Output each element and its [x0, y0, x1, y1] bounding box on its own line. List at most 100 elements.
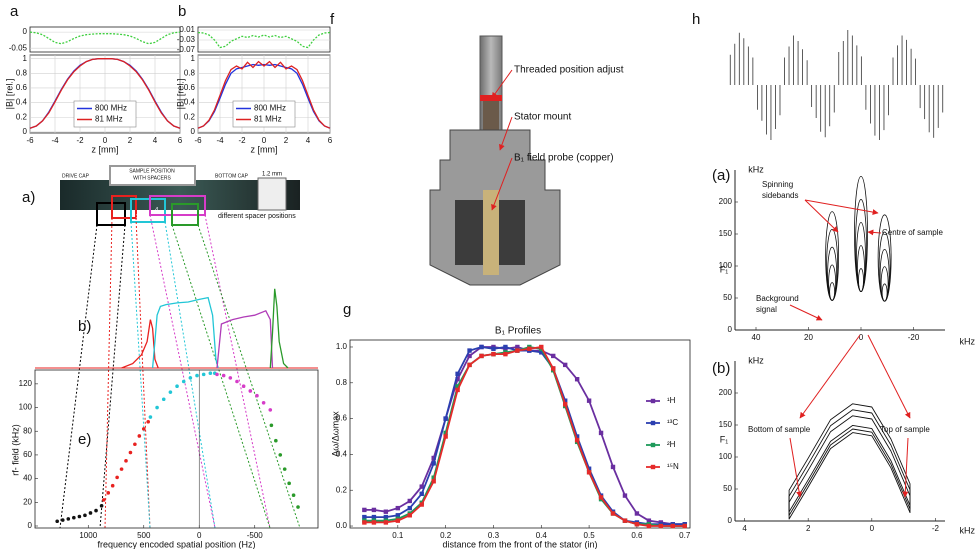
y-tick-label: 0.01 [179, 25, 195, 34]
point [268, 408, 273, 412]
x-unit: kHz [960, 336, 976, 346]
point [419, 491, 424, 497]
y-tick-label: 100 [719, 261, 733, 270]
legend-swatch [650, 420, 656, 426]
y-tick-label: 0.8 [16, 68, 28, 77]
y-tick-label: 0 [28, 521, 33, 530]
y-tick-label: 20 [23, 497, 32, 506]
position-box [109, 165, 196, 186]
point [586, 470, 592, 475]
plot-frame [34, 369, 319, 529]
point [479, 344, 484, 350]
plot-frame [349, 339, 691, 529]
point [119, 467, 124, 471]
y-tick-label: 0.4 [184, 98, 196, 107]
connector [59, 224, 98, 529]
chart: b) [35, 288, 318, 369]
annotation: Centre of sample [882, 228, 943, 237]
x-tick-label: 2 [128, 136, 133, 145]
callout: Threaded position adjust [514, 65, 624, 76]
point [168, 390, 173, 394]
connector [204, 214, 271, 529]
x-tick-label: 0 [197, 531, 202, 540]
y-tick-label: 200 [719, 197, 733, 206]
y-tick-label: -0.03 [177, 35, 196, 44]
point [634, 522, 640, 527]
point [55, 519, 59, 524]
legend-label: 81 MHz [95, 115, 123, 124]
y-tick-label: -0.07 [177, 45, 196, 54]
diagram: f Threaded position adjust Stator mount … [330, 11, 624, 286]
y-tick-label: 100 [719, 452, 733, 461]
point [419, 502, 424, 507]
x-tick-label: 0.2 [440, 531, 452, 540]
connector [164, 221, 216, 529]
chart: 0 20 40 60 80 100 120 1000 500 0 -500 e) frequency e… [10, 369, 319, 549]
series-line [216, 309, 274, 369]
point [395, 505, 401, 511]
point [610, 511, 616, 516]
point [682, 523, 687, 529]
y-axis-label: |B| [rel.] [4, 79, 14, 110]
point [622, 518, 628, 523]
arrow [799, 334, 861, 419]
position-box [111, 195, 137, 219]
point [503, 351, 508, 357]
point [551, 366, 556, 371]
arrow [789, 304, 823, 321]
point [175, 384, 179, 389]
y-tick-label: 100 [19, 403, 33, 412]
panel-label: e) [78, 431, 91, 448]
x-tick-label: 4 [153, 136, 158, 145]
point [551, 353, 556, 359]
point [622, 493, 628, 498]
x-tick-label: 0.3 [488, 531, 500, 540]
point [646, 518, 652, 523]
x-tick-label: -2 [238, 136, 246, 145]
photo-text: BOTTOM CAP [215, 173, 249, 179]
point [431, 455, 436, 461]
chart: h [692, 11, 944, 140]
connector [171, 224, 271, 529]
point [161, 397, 166, 402]
y-tick-label: 1.0 [336, 342, 348, 351]
point [94, 508, 98, 513]
point [201, 372, 206, 377]
point [515, 344, 520, 350]
point [455, 387, 460, 393]
point [407, 498, 412, 504]
position-box [149, 195, 206, 216]
callout: B₁ field probe (copper) [514, 153, 614, 164]
point [99, 504, 104, 508]
x-axis-label: z [mm] [92, 144, 119, 154]
x-tick-label: -2 [932, 524, 940, 533]
y-tick-label: 0.6 [336, 414, 348, 423]
photo-text: DRIVE CAP [62, 173, 90, 179]
callout: Stator mount [514, 112, 571, 123]
point [383, 509, 389, 514]
y-tick-label: 0.2 [336, 485, 348, 494]
chart: 0 0.2 0.4 0.6 0.8 1 -6 -4 -2 0 2 4 6 z [mm] |B| [rel.]… [175, 54, 332, 155]
y-tick-label: 80 [23, 426, 32, 435]
contour-line [858, 268, 864, 292]
connectors [59, 214, 301, 529]
x-tick-label: 1000 [79, 531, 97, 540]
point [146, 419, 150, 424]
legend-label: 81 MHz [254, 115, 282, 124]
x-tick-label: 0 [859, 333, 864, 342]
y-tick-label: 60 [23, 450, 32, 459]
y-tick-label: 0.4 [336, 450, 348, 459]
point [574, 434, 580, 439]
y-tick-label: -0.05 [9, 43, 28, 52]
y-tick-label: 0 [728, 325, 733, 334]
point [274, 438, 278, 443]
x-tick-label: 0.6 [631, 531, 643, 540]
point [562, 402, 568, 407]
y-tick-label: 40 [23, 474, 32, 483]
x-tick-label: -6 [194, 136, 202, 145]
connector [130, 221, 151, 529]
arrow [804, 199, 839, 233]
series-line [121, 319, 159, 369]
annotation: sidebands [762, 191, 798, 200]
point [610, 464, 616, 470]
